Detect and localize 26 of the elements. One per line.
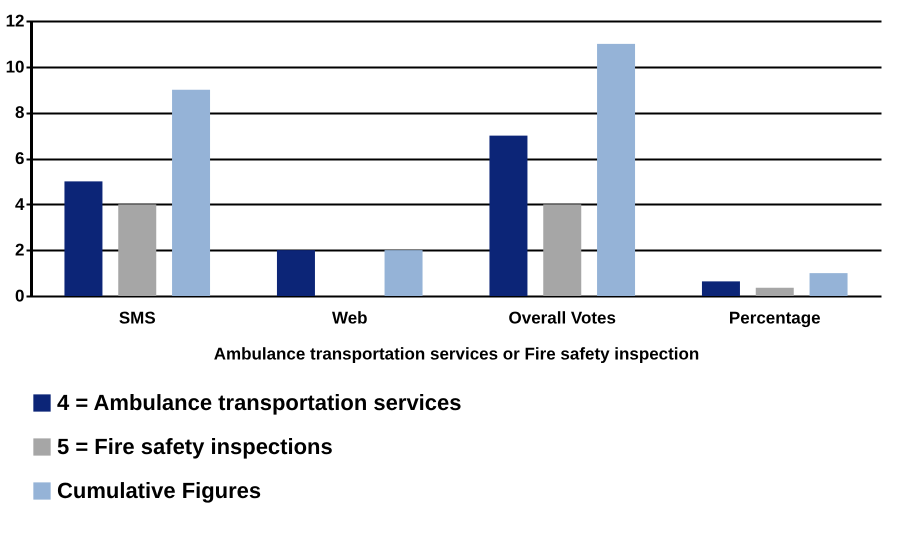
- bar: [489, 136, 528, 296]
- bar: [810, 273, 848, 296]
- bar: [64, 181, 102, 296]
- y-tick-label: 10: [6, 57, 24, 76]
- y-tick-label: 12: [6, 12, 24, 30]
- x-tick-label: Web: [332, 308, 368, 328]
- legend-label: 4 = Ambulance transportation services: [57, 390, 462, 415]
- bar: [384, 250, 423, 296]
- x-tick-label: Overall Votes: [508, 308, 616, 328]
- bar: [118, 204, 156, 296]
- bar: [597, 44, 636, 296]
- y-tick-label: 8: [15, 103, 24, 122]
- y-tick-label: 2: [15, 240, 24, 260]
- legend-label: Cumulative Figures: [57, 478, 262, 503]
- y-tick-label: 0: [15, 286, 24, 306]
- legend-label: 5 = Fire safety inspections: [57, 434, 333, 459]
- bar: [543, 204, 582, 296]
- y-tick-label: 4: [15, 194, 26, 214]
- x-axis-title: Ambulance transportation services or Fire safety inspection: [214, 344, 700, 364]
- bar: [756, 288, 794, 296]
- bar: [702, 281, 740, 296]
- y-tick-label: 6: [15, 149, 24, 168]
- bar: [276, 250, 315, 296]
- bar: [172, 90, 210, 296]
- x-tick-label: SMS: [118, 308, 156, 328]
- x-tick-label: Percentage: [728, 308, 821, 328]
